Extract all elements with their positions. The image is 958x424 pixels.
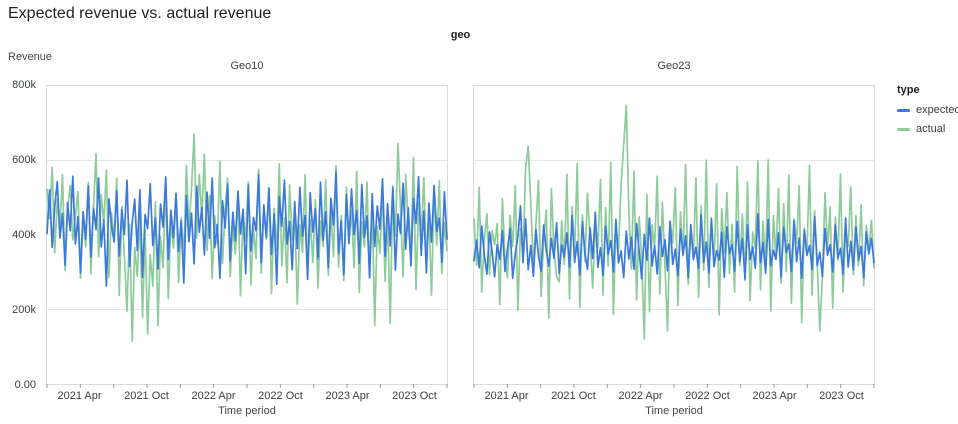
- facet-title-geo23: Geo23: [657, 60, 691, 72]
- plot-area-geo10: [47, 86, 447, 388]
- x-tick-label: 2023 Oct: [819, 390, 864, 402]
- x-tick-label: 2021 Oct: [551, 390, 596, 402]
- y-axis-title: Revenue: [8, 51, 53, 63]
- x-tick-label: 2022 Apr: [618, 390, 663, 402]
- legend: type expected actual: [897, 84, 958, 142]
- plot-panel-geo10[interactable]: [46, 85, 448, 388]
- y-tick-label: 600k: [12, 154, 36, 166]
- expected-series-swatch-icon: [897, 108, 910, 112]
- series-line-expected: [47, 172, 447, 286]
- legend-item-actual[interactable]: actual: [897, 123, 958, 135]
- x-tick-label: 2022 Oct: [685, 390, 730, 402]
- y-tick-label: 0.00: [14, 379, 36, 391]
- plot-area-geo23: [474, 86, 874, 388]
- x-tick-label: 2021 Oct: [124, 390, 169, 402]
- legend-item-label: expected: [916, 104, 958, 116]
- x-axis-tick-labels-geo23: 2021 Apr 2021 Oct 2022 Apr 2022 Oct 2023 Apr…: [473, 389, 875, 403]
- x-tick-label: 2022 Oct: [258, 390, 303, 402]
- x-tick-label: 2023 Apr: [752, 390, 797, 402]
- plot-panel-geo23[interactable]: [473, 85, 875, 388]
- facet-dimension-label: geo: [450, 29, 471, 41]
- y-tick-label: 200k: [12, 304, 36, 316]
- y-tick-label: 800k: [12, 79, 36, 91]
- x-axis-tick-labels-geo10: 2021 Apr 2021 Oct 2022 Apr 2022 Oct 2023 Apr…: [46, 389, 448, 403]
- series-line-expected: [474, 206, 874, 279]
- facet-title-geo10: Geo10: [230, 60, 264, 72]
- x-tick-label: 2021 Apr: [484, 390, 529, 402]
- actual-series-swatch-icon: [897, 127, 910, 131]
- x-tick-label: 2023 Apr: [325, 390, 370, 402]
- y-tick-label: 400k: [12, 229, 36, 241]
- legend-title: type: [897, 84, 920, 96]
- series-line-actual: [474, 105, 874, 339]
- chart-title: Expected revenue vs. actual revenue: [8, 5, 272, 22]
- legend-item-label: actual: [916, 123, 946, 135]
- legend-item-expected[interactable]: expected: [897, 104, 958, 116]
- x-axis-title-geo23: Time period: [645, 405, 703, 417]
- x-axis-title-geo10: Time period: [218, 405, 276, 417]
- x-tick-label: 2022 Apr: [191, 390, 236, 402]
- x-tick-label: 2021 Apr: [57, 390, 102, 402]
- x-tick-label: 2023 Oct: [392, 390, 437, 402]
- y-axis-tick-labels: 800k 600k 400k 200k 0.00: [0, 79, 38, 391]
